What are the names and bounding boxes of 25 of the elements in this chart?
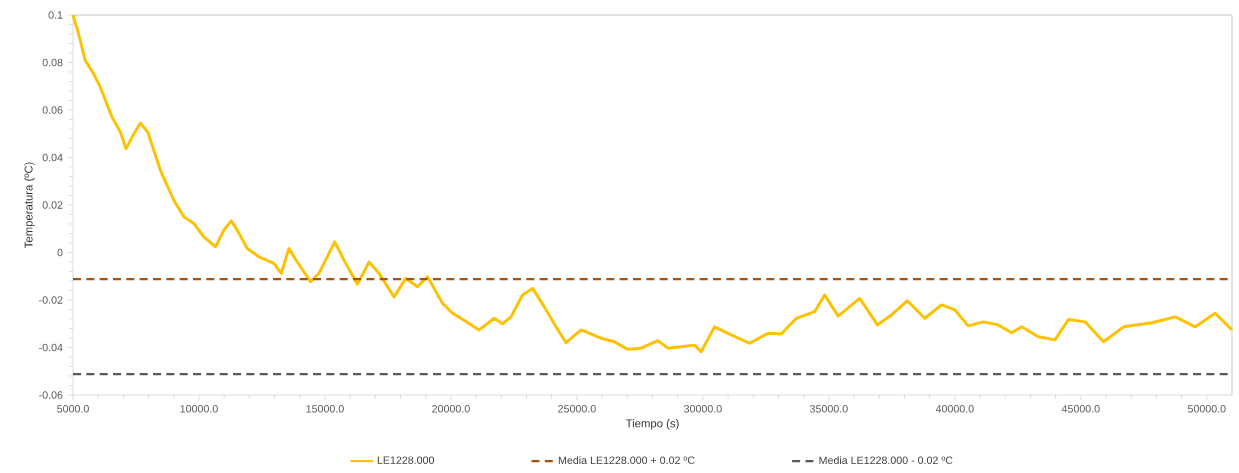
x-tick-label: 50000.0	[1187, 405, 1226, 413]
legend-label: Media LE1228.000 - 0.02 ºC	[819, 456, 953, 465]
legend-label: Media LE1228.000 + 0.02 ºC	[558, 456, 695, 465]
y-tick-label: 0.08	[42, 58, 63, 67]
x-tick-label: 35000.0	[809, 405, 848, 413]
y-tick-label: -0.06	[39, 391, 63, 399]
x-tick-label: 15000.0	[306, 405, 344, 413]
y-tick-label: 0.02	[42, 201, 63, 209]
y-tick-label: -0.02	[39, 296, 63, 304]
y-axis-title: Temperatura (ºC)	[24, 162, 35, 249]
legend-label: LE1228.000	[377, 456, 435, 464]
x-tick-label: 30000.0	[684, 405, 722, 413]
y-tick-label: -0.04	[39, 343, 63, 352]
x-tick-label: 25000.0	[558, 405, 596, 413]
y-tick-label: 0.1	[48, 11, 63, 19]
x-tick-label: 45000.0	[1061, 405, 1100, 413]
x-tick-label: 5000.0	[57, 405, 89, 413]
y-tick-label: 0.06	[42, 106, 63, 114]
x-axis-title: Tiempo (s)	[625, 419, 679, 430]
x-tick-label: 20000.0	[432, 405, 470, 413]
y-tick-label: 0	[57, 248, 63, 257]
line-series	[71, 13, 1234, 354]
y-tick-label: 0.04	[42, 153, 63, 162]
x-tick-label: 10000.0	[180, 405, 218, 413]
x-tick-label: 40000.0	[935, 405, 974, 413]
